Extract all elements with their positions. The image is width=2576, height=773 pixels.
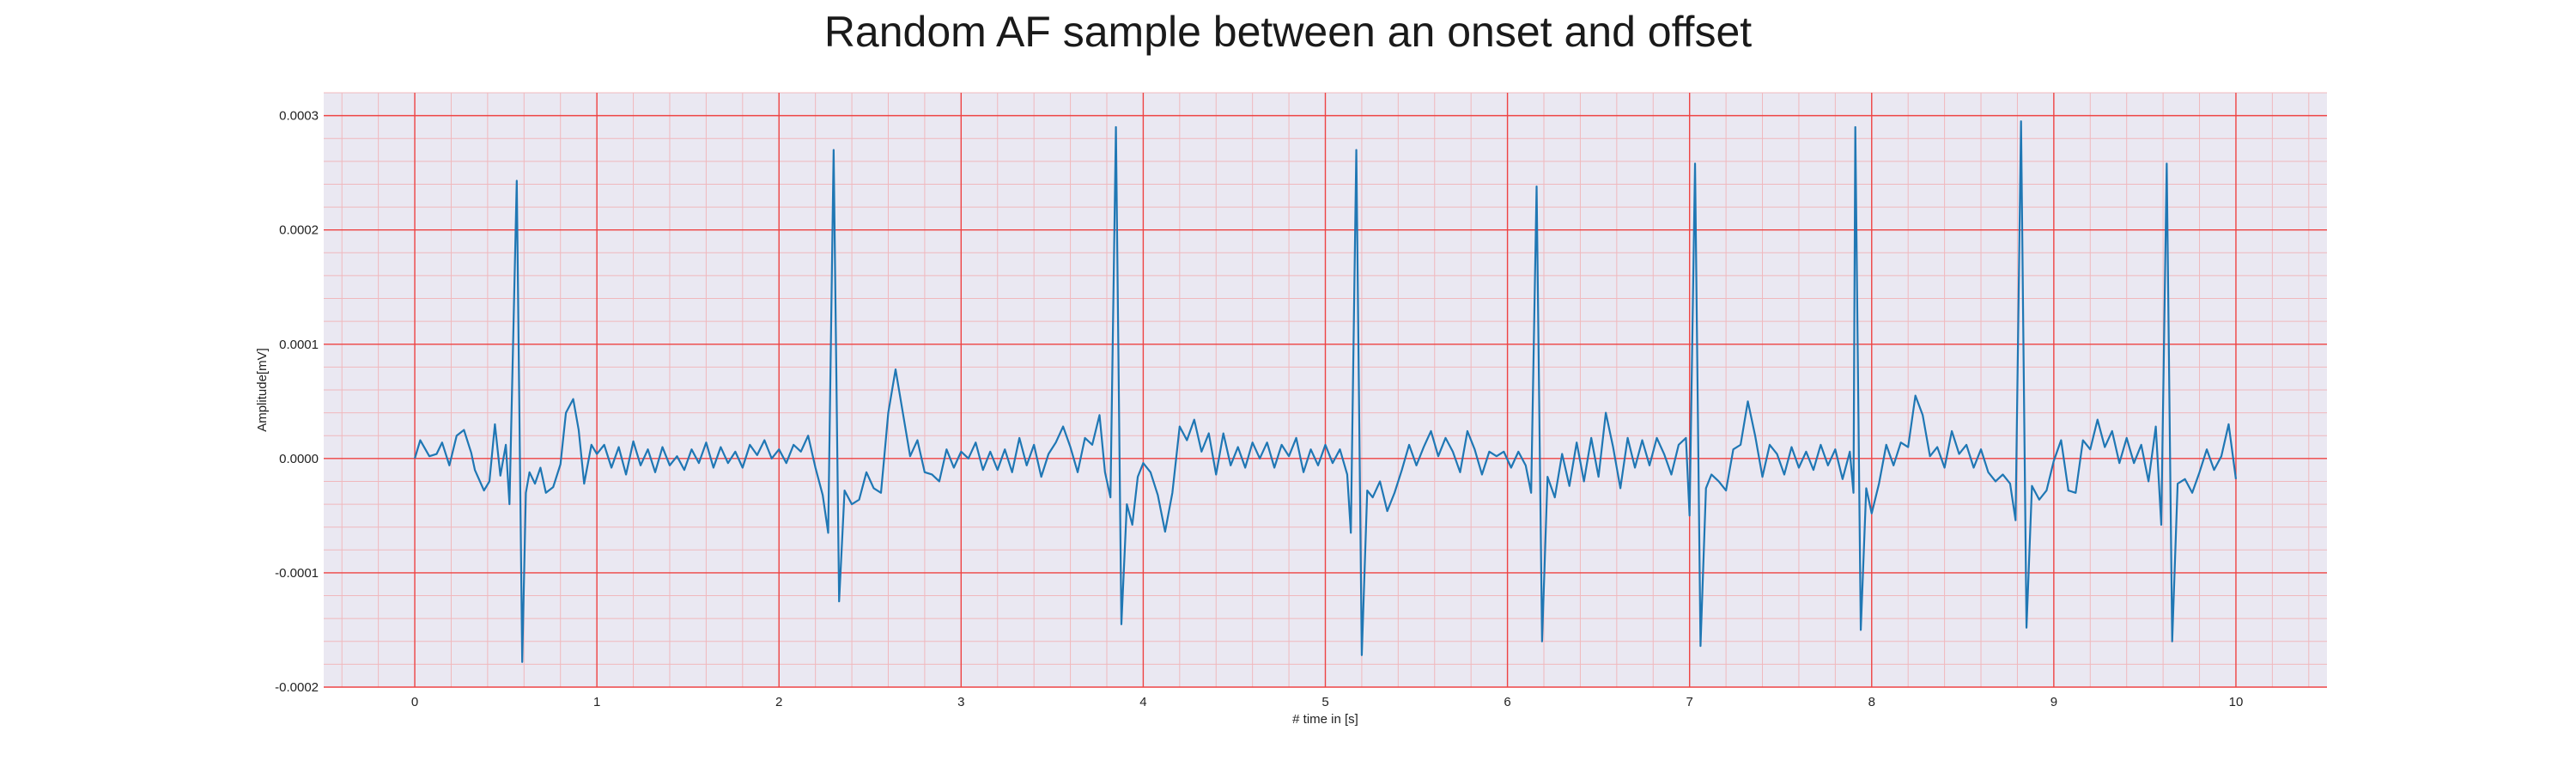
x-tick-label: 5 xyxy=(1321,695,1328,709)
x-tick-label: 7 xyxy=(1686,695,1693,709)
ecg-signal-line xyxy=(413,120,2238,663)
y-tick-label: 0.0002 xyxy=(279,223,319,238)
major-grid xyxy=(324,93,2327,688)
y-tick-labels: -0.0002 -0.0001 0.0000 0.0001 0.0002 0.0003 xyxy=(275,109,319,695)
x-tick-labels: 0 1 2 3 4 5 6 7 8 9 10 xyxy=(411,695,2243,709)
y-axis-label: Amplitude[mV] xyxy=(255,348,270,432)
y-tick-label: -0.0001 xyxy=(275,566,319,581)
x-tick-label: 10 xyxy=(2229,695,2244,709)
x-tick-label: 1 xyxy=(593,695,600,709)
series-layer xyxy=(413,120,2238,663)
x-tick-label: 2 xyxy=(775,695,782,709)
x-axis-label: # time in [s] xyxy=(1292,712,1358,727)
y-tick-label: 0.0003 xyxy=(279,109,319,124)
y-tick-label: 0.0000 xyxy=(279,452,319,466)
y-tick-label: -0.0002 xyxy=(275,680,319,695)
x-tick-label: 4 xyxy=(1139,695,1146,709)
x-tick-label: 9 xyxy=(2050,695,2057,709)
chart-title: Random AF sample between an onset and of… xyxy=(823,8,1753,56)
x-tick-label: 0 xyxy=(411,695,418,709)
x-tick-label: 6 xyxy=(1504,695,1510,709)
y-tick-label: 0.0001 xyxy=(279,338,319,352)
x-tick-label: 3 xyxy=(957,695,964,709)
x-tick-label: 8 xyxy=(1868,695,1875,709)
